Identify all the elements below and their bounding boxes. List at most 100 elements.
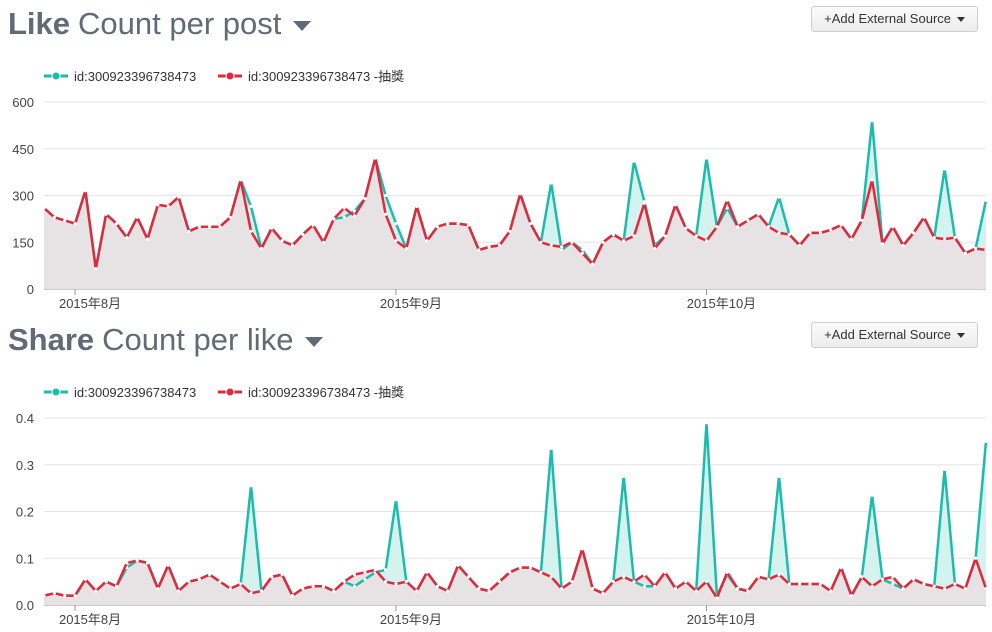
- data-point: [342, 580, 346, 584]
- data-point: [63, 218, 67, 222]
- data-point: [818, 231, 823, 235]
- data-point: [870, 178, 874, 182]
- series-2-area: [44, 548, 986, 605]
- x-tick-label: 2015年10月: [687, 296, 756, 311]
- data-point: [145, 237, 150, 241]
- data-point: [622, 474, 626, 478]
- legend-label: id:300923396738473 -抽獎: [248, 385, 404, 400]
- data-point: [870, 584, 874, 588]
- x-tick-label: 2015年8月: [59, 296, 121, 311]
- data-point: [352, 584, 357, 588]
- data-point: [746, 589, 750, 593]
- data-point: [756, 212, 760, 216]
- data-point: [591, 262, 595, 266]
- data-point: [777, 474, 781, 478]
- like-title-rest: Count per post: [78, 6, 282, 41]
- data-point: [177, 195, 181, 199]
- data-point: [394, 239, 398, 243]
- data-point: [104, 212, 108, 216]
- like-chart-title[interactable]: Like Count per post: [8, 6, 312, 42]
- data-point: [477, 248, 481, 252]
- data-point: [290, 243, 294, 247]
- data-point: [52, 591, 57, 595]
- data-point: [249, 204, 253, 208]
- data-point: [632, 159, 636, 163]
- data-point: [114, 584, 119, 588]
- data-point: [290, 594, 294, 598]
- data-point: [715, 225, 719, 229]
- y-tick-label: 0.4: [16, 411, 34, 426]
- data-point: [239, 582, 243, 586]
- data-point: [94, 589, 98, 593]
- chevron-down-icon[interactable]: [293, 21, 312, 31]
- data-point: [611, 232, 615, 237]
- data-point: [280, 239, 284, 243]
- data-point: [373, 156, 377, 160]
- data-point: [415, 204, 419, 208]
- legend: id:300923396738473 id:300923396738473 -抽獎: [44, 69, 404, 84]
- data-point: [984, 198, 988, 202]
- share-chart-title[interactable]: Share Count per like: [8, 322, 324, 358]
- data-point: [953, 582, 957, 586]
- add-external-source-button[interactable]: +Add External Source: [811, 322, 978, 348]
- data-point: [384, 580, 388, 584]
- data-point: [94, 267, 98, 271]
- y-tick-label: 150: [12, 235, 34, 250]
- data-point: [642, 201, 647, 205]
- y-tick-label: 0.3: [16, 458, 34, 473]
- data-point: [259, 246, 263, 251]
- data-point: [435, 225, 439, 229]
- data-point: [767, 577, 771, 581]
- series-2: [42, 547, 988, 600]
- data-point: [125, 561, 129, 565]
- data-point: [394, 222, 398, 226]
- data-point: [156, 203, 160, 207]
- data-point: [642, 584, 647, 588]
- data-point: [891, 575, 895, 579]
- data-point: [42, 206, 46, 210]
- data-point: [332, 589, 336, 593]
- data-point: [777, 573, 781, 577]
- data-point: [487, 245, 491, 249]
- data-point: [901, 243, 905, 247]
- data-point: [187, 580, 191, 584]
- data-point: [580, 547, 584, 551]
- data-point: [352, 573, 357, 577]
- data-point: [52, 215, 57, 219]
- data-point: [114, 222, 119, 226]
- data-point: [798, 582, 802, 586]
- add-external-source-button[interactable]: +Add External Source: [811, 6, 978, 32]
- data-point: [166, 204, 170, 208]
- data-point: [63, 594, 67, 598]
- data-point: [725, 570, 729, 574]
- data-point: [321, 240, 326, 244]
- data-point: [549, 243, 553, 247]
- data-point: [756, 575, 760, 579]
- data-point: [673, 203, 678, 207]
- data-point: [518, 566, 522, 570]
- x-tick-label: 2015年10月: [687, 612, 756, 627]
- data-point: [352, 214, 357, 218]
- data-point: [839, 223, 843, 227]
- data-point: [156, 587, 160, 591]
- data-point: [528, 566, 533, 570]
- series-2-area: [44, 158, 986, 289]
- data-point: [270, 575, 274, 579]
- data-point: [497, 580, 502, 584]
- data-point: [963, 251, 967, 255]
- data-point: [632, 234, 636, 238]
- data-point: [984, 587, 988, 591]
- series-2-line: [43, 547, 988, 600]
- data-point: [83, 189, 87, 193]
- share-title-rest: Count per like: [102, 322, 294, 357]
- data-point: [549, 575, 553, 579]
- data-point: [384, 568, 388, 572]
- share-title-bold: Share: [8, 322, 95, 357]
- chevron-down-icon[interactable]: [305, 337, 324, 347]
- add-external-source-label: +Add External Source: [824, 327, 951, 342]
- data-point: [249, 484, 253, 488]
- data-point: [984, 248, 988, 252]
- data-point: [911, 577, 916, 581]
- data-point: [560, 248, 564, 252]
- data-point: [901, 587, 905, 591]
